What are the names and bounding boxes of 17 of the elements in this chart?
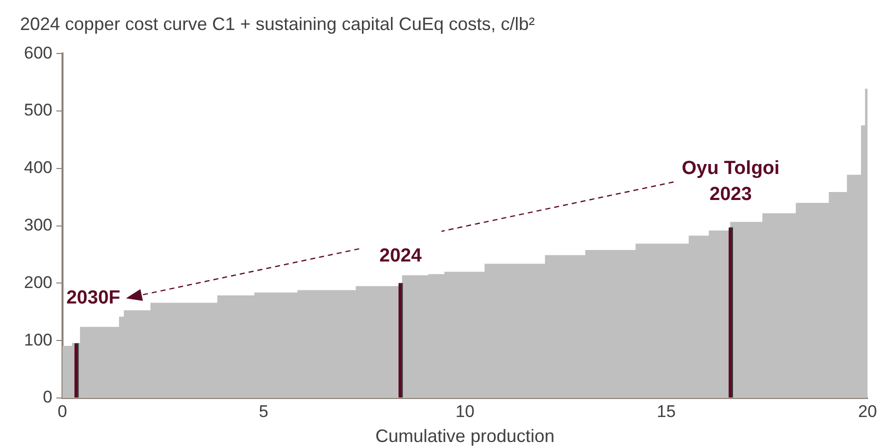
x-tick-label: 20 <box>858 402 878 421</box>
x-tick-label: 10 <box>455 402 474 421</box>
x-tick-label: 15 <box>656 402 676 421</box>
y-tick-label: 200 <box>24 272 52 292</box>
annotation: 2030F <box>66 287 120 308</box>
x-tick-label: 5 <box>258 402 268 421</box>
y-tick-label: 0 <box>42 388 52 407</box>
annotation: Oyu Tolgoi 2023 <box>682 158 780 205</box>
y-tick-label: 500 <box>24 100 52 120</box>
x-axis-title: Cumulative production <box>375 426 555 446</box>
y-tick-label: 300 <box>24 215 52 234</box>
x-tick-label: 0 <box>58 402 68 421</box>
annotation: 2024 <box>379 245 422 266</box>
chart-title: 2024 copper cost curve C1 + sustaining capital CuEq costs, c/lb² <box>20 14 535 34</box>
y-tick-label: 600 <box>24 43 52 62</box>
y-tick-label: 400 <box>24 158 52 178</box>
y-tick-label: 100 <box>24 330 52 350</box>
